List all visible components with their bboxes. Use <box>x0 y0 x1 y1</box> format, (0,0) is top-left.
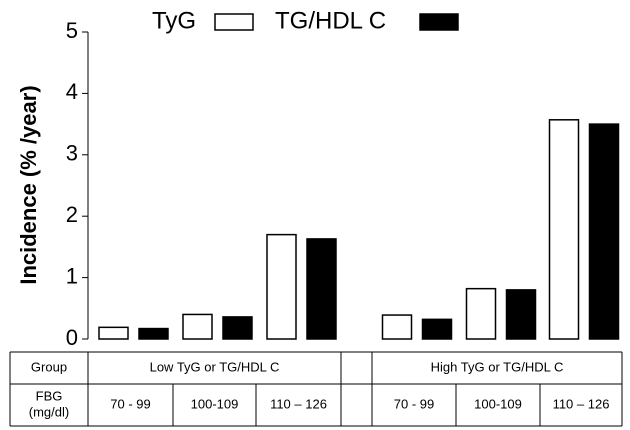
legend-swatch <box>214 13 254 31</box>
y-tick-label: 2 <box>66 202 78 227</box>
bar <box>505 289 537 340</box>
y-tick-label: 4 <box>66 79 78 104</box>
bar <box>98 326 129 340</box>
bar <box>588 123 620 340</box>
group-label: High TyG or TG/HDL C <box>431 359 564 374</box>
x-tick-label: 110 – 126 <box>553 396 610 411</box>
x-tick-label: 70 - 99 <box>394 396 434 411</box>
bar <box>222 316 253 340</box>
bar <box>266 233 297 340</box>
bar <box>548 119 580 340</box>
x-tick-label: 70 - 99 <box>110 396 150 411</box>
table-header: (mg/dl) <box>29 404 69 419</box>
legend-swatch <box>419 13 459 31</box>
y-tick-label: 0 <box>66 325 78 350</box>
bar <box>138 327 169 340</box>
y-tick-label: 3 <box>66 141 78 166</box>
y-tick-label: 1 <box>66 263 78 288</box>
y-axis-label: Incidence (% /year) <box>16 85 41 284</box>
bar <box>381 314 413 340</box>
x-tick-label: 110 – 126 <box>270 396 327 411</box>
x-tick-label: 100-109 <box>474 396 522 411</box>
bar <box>421 318 453 340</box>
bar <box>465 287 497 340</box>
legend-label: TG/HDL C <box>275 7 386 34</box>
group-label: Low TyG or TG/HDL C <box>150 359 280 374</box>
bar <box>182 313 213 340</box>
legend-label: TyG <box>152 7 196 34</box>
y-tick-label: 5 <box>66 18 78 43</box>
x-tick-label: 100-109 <box>191 396 239 411</box>
table-header: Group <box>31 359 67 374</box>
bar <box>306 238 337 340</box>
table-header: FBG <box>36 388 63 403</box>
